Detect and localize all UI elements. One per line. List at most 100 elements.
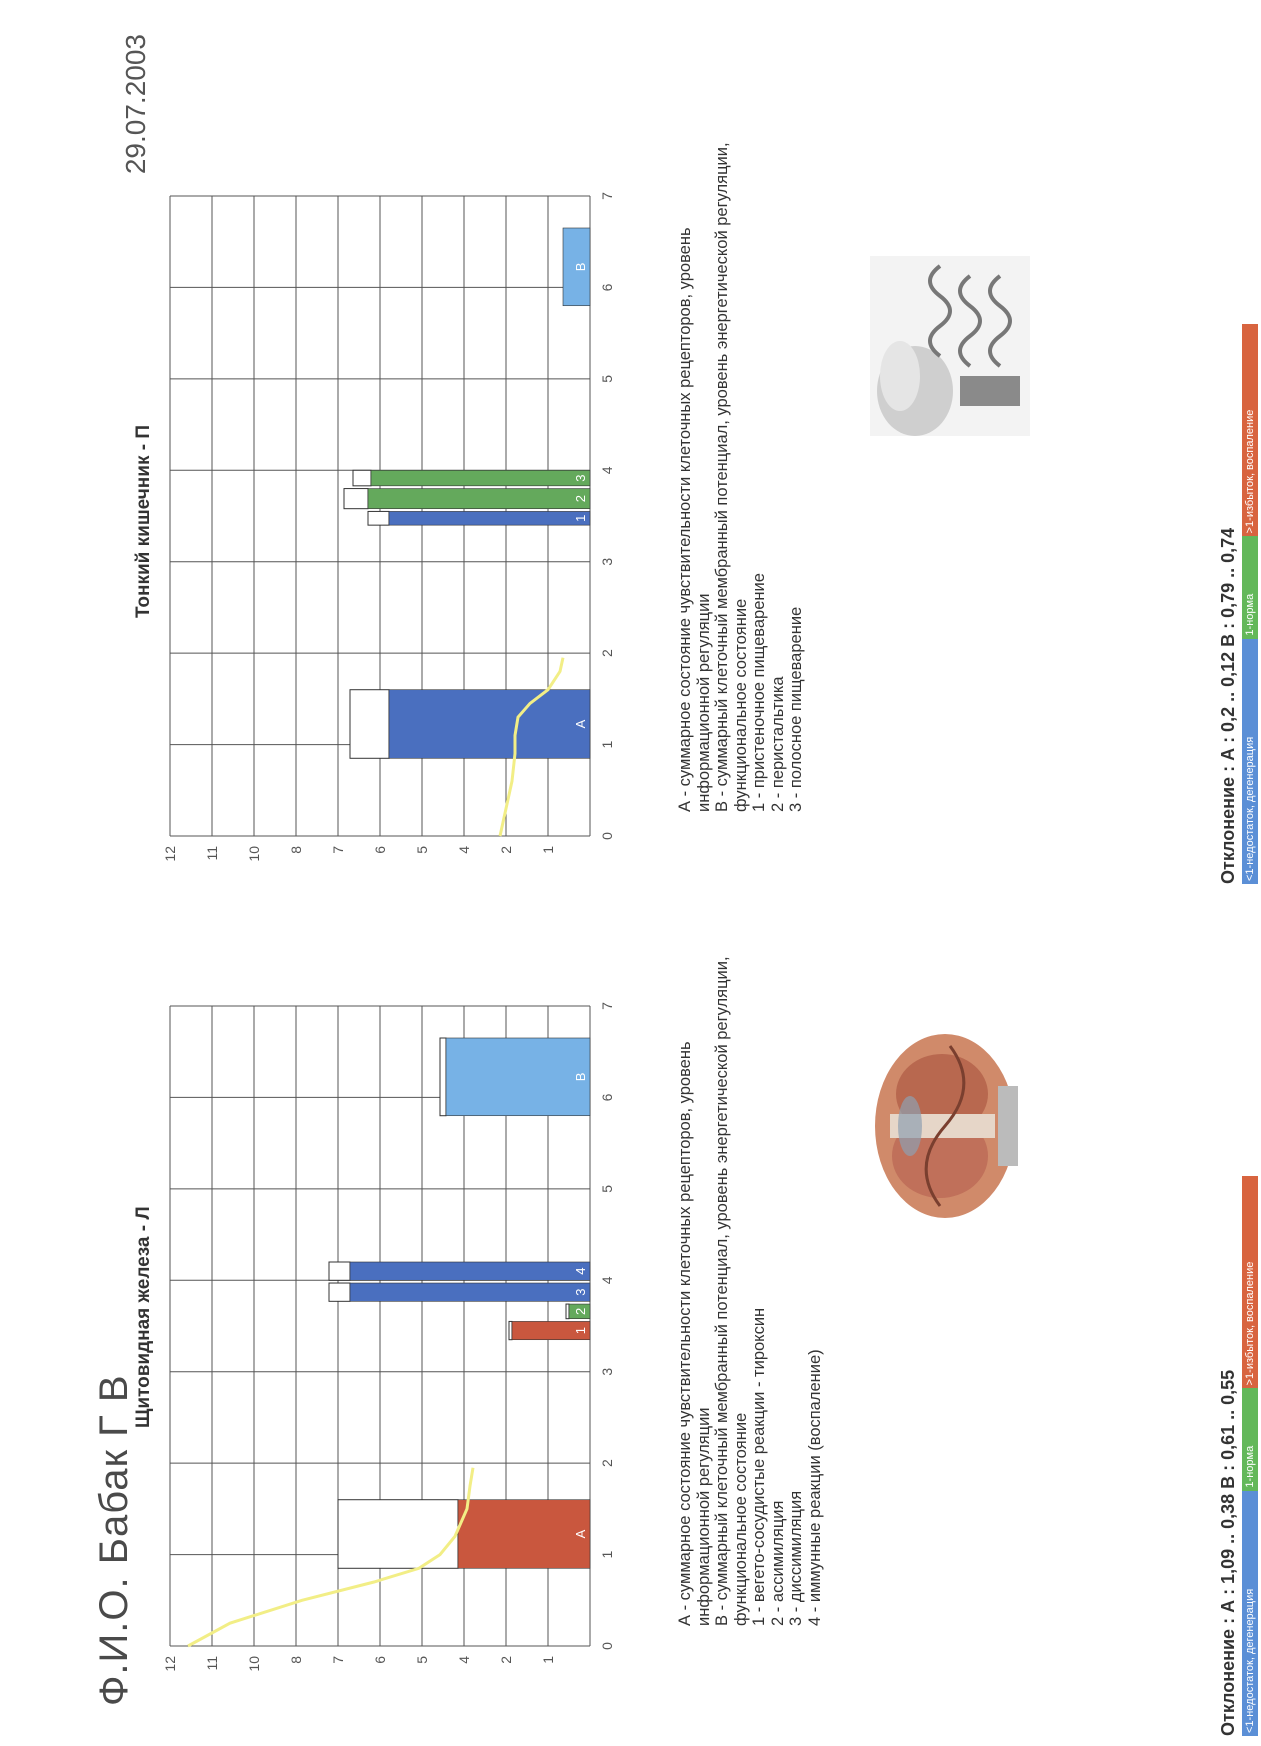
trend-curve <box>187 1467 475 1648</box>
y-tick-label: 11 <box>204 1656 220 1671</box>
x-tick-label: 0 <box>599 832 615 840</box>
y-tick-label: 2 <box>498 846 514 854</box>
y-tick-label: 10 <box>246 1656 262 1672</box>
x-tick-label: 5 <box>599 1185 615 1193</box>
bar-outline <box>352 469 372 487</box>
y-tick-label: 6 <box>372 846 388 854</box>
bar-label: 3 <box>573 474 588 481</box>
bar-label: 4 <box>573 1268 588 1275</box>
y-tick-label: 6 <box>372 1656 388 1664</box>
y-tick-label: 1 <box>540 846 556 854</box>
legend-line: информационной регуляции <box>694 1407 713 1626</box>
x-tick-label: 7 <box>599 192 615 200</box>
legend-line: информационной регуляции <box>694 593 713 812</box>
y-tick-label: 5 <box>414 846 430 854</box>
bar-outline <box>349 689 390 759</box>
bar-2 <box>367 488 591 509</box>
x-tick-label: 6 <box>599 283 615 291</box>
trend-curve <box>498 657 565 837</box>
bar-2 <box>568 1303 591 1319</box>
y-tick-label: 5 <box>414 1656 430 1664</box>
bar-label: 2 <box>573 495 588 502</box>
legend-line: функциональное состояние <box>731 598 750 812</box>
y-tick-label: 1 <box>540 1656 556 1664</box>
bar-1 <box>511 1321 591 1341</box>
scale-segment-norm: 1-норма <box>1242 1388 1258 1491</box>
x-tick-label: 3 <box>599 1368 615 1376</box>
bar-label: А <box>573 719 588 728</box>
y-tick-label: 8 <box>288 846 304 854</box>
x-tick-label: 2 <box>599 649 615 657</box>
bar-В <box>445 1037 591 1117</box>
x-tick-label: 6 <box>599 1093 615 1101</box>
legend-line: 1 - пристеночное пищеварение <box>750 573 768 812</box>
scale-segment-norm: 1-норма <box>1242 536 1258 639</box>
y-tick-label: 10 <box>246 846 262 862</box>
legend-line: В - суммарный клеточный мембранный потен… <box>713 142 731 812</box>
legend-line: А - суммарное состояние чувствительности… <box>676 1041 694 1626</box>
y-tick-label: 7 <box>330 1656 346 1664</box>
intestine-deviation: Отклонение : А : 0,2 .. 0,12 В : 0,79 ..… <box>1218 324 1258 884</box>
scale-segment-high: >1-избыток, воспаление <box>1242 324 1258 537</box>
patient-name: Ф.И.О. Бабак Г В <box>92 1374 136 1706</box>
x-tick-label: 5 <box>599 375 615 383</box>
bar-outline <box>508 1320 513 1341</box>
bar-label: В <box>573 263 588 272</box>
legend-line: А - суммарное состояние чувствительности… <box>676 227 694 812</box>
deviation-scale: <1-недостаток, дегенерация 1-норма >1-из… <box>1242 324 1258 884</box>
x-tick-label: 0 <box>599 1642 615 1650</box>
report-date: 29.07.2003 <box>120 34 151 175</box>
thyroid-legend: А - суммарное состояние чувствительности… <box>676 886 824 1626</box>
scale-segment-low: <1-недостаток, дегенерация <box>1242 638 1258 884</box>
x-tick-label: 2 <box>599 1459 615 1467</box>
deviation-text: Отклонение : А : 0,2 .. 0,12 В : 0,79 ..… <box>1218 527 1238 884</box>
legend-line: 2 - перистальтика <box>768 676 787 812</box>
legend-line: 4 - иммунные реакции (воспаление) <box>805 1349 824 1626</box>
bar-label: 2 <box>573 1308 588 1315</box>
legend-line: 3 - полосное пищеварение <box>787 606 805 812</box>
bar-label: В <box>573 1073 588 1082</box>
intestine-legend: А - суммарное состояние чувствительности… <box>676 72 806 812</box>
deviation-text: Отклонение : А : 1,09 .. 0,38 В : 0,61 .… <box>1218 1369 1238 1736</box>
scale-segment-low: <1-недостаток, дегенерация <box>1242 1490 1258 1736</box>
bar-outline <box>565 1303 570 1320</box>
legend-line: функциональное состояние <box>731 1412 750 1626</box>
bar-outline <box>328 1282 351 1302</box>
y-tick-label: 4 <box>456 1656 472 1664</box>
legend-line: 1 - вегето-сосудистые реакции - тироксин <box>750 1307 768 1626</box>
intestine-illustration <box>870 256 1030 436</box>
y-tick-label: 11 <box>204 846 220 861</box>
bar-А <box>388 689 591 759</box>
bar-В <box>562 227 591 307</box>
legend-line: 3 - диссимиляция <box>787 1490 805 1626</box>
bar-outline <box>343 488 369 510</box>
bar-4 <box>349 1261 591 1281</box>
x-tick-label: 4 <box>599 1276 615 1284</box>
scale-segment-high: >1-избыток, воспаление <box>1242 1176 1258 1389</box>
thyroid-deviation: Отклонение : А : 1,09 .. 0,38 В : 0,61 .… <box>1218 1176 1258 1736</box>
y-tick-label: 7 <box>330 846 346 854</box>
x-tick-label: 1 <box>599 740 615 748</box>
bar-3 <box>349 1282 591 1302</box>
x-tick-label: 1 <box>599 1550 615 1558</box>
y-tick-label: 4 <box>456 846 472 854</box>
bar-label: 1 <box>573 515 588 522</box>
deviation-scale: <1-недостаток, дегенерация 1-норма >1-из… <box>1242 1176 1258 1736</box>
bar-outline <box>328 1261 351 1281</box>
bar-3 <box>370 469 591 487</box>
thyroid-illustration <box>875 1034 1018 1218</box>
bar-label: 1 <box>573 1327 588 1334</box>
y-tick-label: 8 <box>288 1656 304 1664</box>
bar-А <box>457 1499 591 1569</box>
bar-label: А <box>573 1529 588 1538</box>
bar-1 <box>388 511 591 526</box>
x-tick-label: 3 <box>599 558 615 566</box>
bar-label: 3 <box>573 1289 588 1296</box>
bar-outline <box>439 1037 447 1117</box>
y-tick-label: 12 <box>162 1656 178 1672</box>
x-tick-label: 4 <box>599 466 615 474</box>
legend-line: В - суммарный клеточный мембранный потен… <box>713 956 731 1626</box>
